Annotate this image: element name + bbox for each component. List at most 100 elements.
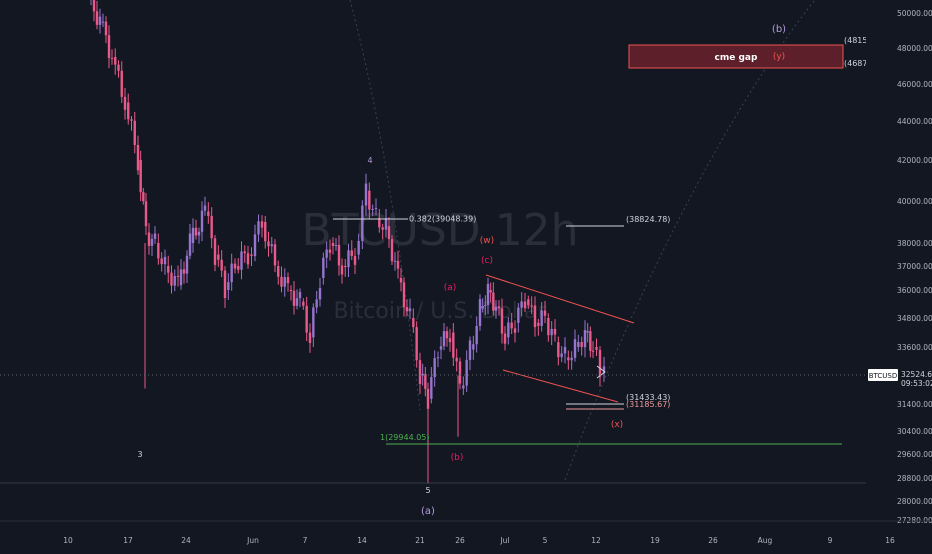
candle-body	[563, 347, 567, 354]
candle-body	[458, 361, 462, 384]
candle-body	[364, 183, 368, 206]
y-tick-label: 36000.00	[897, 286, 932, 295]
candle-body	[144, 201, 148, 227]
candle-body	[257, 221, 260, 235]
candle-body	[331, 243, 335, 246]
candle-body	[230, 263, 233, 283]
candle-body	[489, 290, 492, 293]
candle-body	[246, 253, 250, 265]
candle-body	[270, 244, 273, 247]
candle-body	[573, 339, 577, 358]
x-tick-label: 9	[828, 536, 833, 545]
y-tick-label: 44000.00	[897, 117, 932, 126]
candle-body	[98, 16, 102, 25]
candle-body	[550, 328, 553, 336]
candle-body	[560, 353, 563, 358]
candle-body	[179, 269, 183, 286]
candle-body	[267, 241, 270, 247]
candles-group	[90, 0, 606, 484]
candle-body	[110, 57, 114, 59]
candle-body	[523, 301, 527, 309]
level-31185-label: (31185.67)	[626, 400, 670, 409]
channel-upper-line	[485, 274, 635, 324]
candle-body	[381, 227, 384, 230]
candle-body	[533, 305, 537, 328]
candle-body	[591, 350, 595, 352]
candle-body	[160, 258, 163, 265]
x-tick-label: Jul	[499, 536, 509, 545]
candle-body	[344, 266, 347, 268]
candle-body	[200, 210, 204, 232]
candle-body	[240, 251, 243, 270]
candle-body	[368, 190, 371, 210]
candle-body	[322, 257, 325, 278]
candle-body	[543, 310, 547, 316]
wave-label-b-lower: (b)	[451, 453, 464, 463]
wave-label-5: 5	[425, 486, 430, 495]
candle-body	[120, 70, 123, 97]
candle-body	[598, 349, 602, 377]
candle-body	[253, 234, 257, 257]
candle-body	[104, 21, 108, 36]
y-tick-label: 33600.00	[897, 343, 932, 352]
wave-label-w: (w)	[480, 236, 494, 246]
wave-label-3: 3	[137, 450, 142, 459]
y-tick-label: 42000.00	[897, 156, 932, 165]
candle-body	[507, 322, 510, 338]
candle-body	[107, 35, 111, 58]
candle-body	[182, 269, 186, 274]
candle-body	[139, 160, 142, 193]
candle-body	[408, 308, 412, 312]
candle-body	[421, 373, 424, 376]
candle-body	[540, 310, 543, 326]
candle-body	[176, 275, 180, 277]
x-tick-label: 5	[543, 536, 548, 545]
candle-body	[357, 240, 360, 255]
wave-label-x: (x)	[611, 420, 623, 430]
candle-body	[295, 298, 299, 306]
candle-body	[286, 277, 290, 284]
candle-body	[557, 342, 560, 358]
candle-body	[472, 344, 475, 350]
candle-body	[399, 278, 403, 283]
candle-body	[433, 358, 436, 378]
candle-body	[277, 266, 280, 277]
candle-body	[347, 250, 350, 268]
x-axis-ticks[interactable]: 10 17 24 Jun 7 14 21 26 Jul 5 12 19 26 Aug 9 16	[63, 536, 895, 545]
candle-body	[130, 119, 133, 121]
y-tick-label: 40000.00	[897, 197, 932, 206]
wave-label-a: (a)	[421, 506, 435, 517]
candle-body	[340, 265, 344, 275]
candle-body	[237, 266, 240, 270]
x-tick-label: 21	[415, 536, 425, 545]
wave-label-c: (c)	[481, 256, 493, 266]
candle-body	[513, 328, 517, 333]
y-axis-panel[interactable]	[866, 0, 932, 521]
candle-body	[455, 357, 458, 362]
x-tick-label: 19	[650, 536, 660, 545]
candle-body	[492, 292, 495, 311]
candle-body	[439, 346, 443, 350]
cme-gap-box[interactable]	[628, 44, 844, 69]
candle-body	[305, 305, 308, 333]
candle-body	[260, 221, 264, 228]
candle-body	[292, 290, 296, 306]
x-tick-label: 24	[181, 536, 191, 545]
y-tick-label: 28000.00	[897, 497, 932, 506]
candle-body	[101, 21, 105, 23]
candle-body	[194, 227, 198, 236]
candle-body	[185, 255, 189, 274]
candle-body	[188, 233, 192, 256]
candle-body	[207, 211, 210, 217]
candle-body	[452, 332, 455, 358]
candle-body	[243, 251, 246, 254]
guide-curve-left	[349, 0, 421, 411]
candle-body	[312, 307, 315, 338]
price-tag-value: 32524.62	[901, 370, 932, 379]
y-tick-label: 31400.00	[897, 400, 932, 409]
y-tick-label: 37000.00	[897, 262, 932, 271]
y-tick-label: 29600.00	[897, 450, 932, 459]
